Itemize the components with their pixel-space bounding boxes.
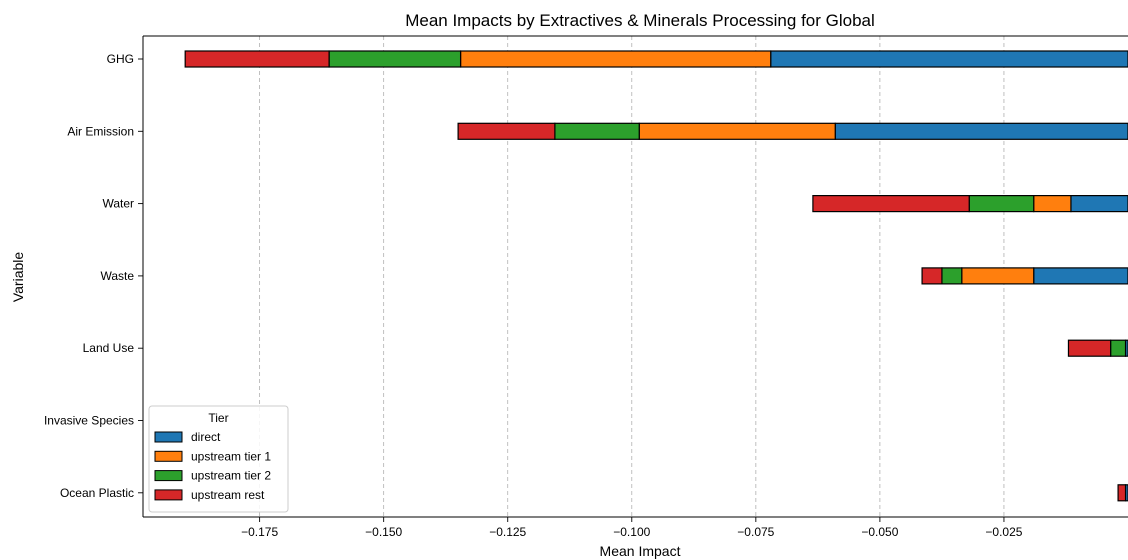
y-axis-label: Variable [10, 252, 26, 303]
bars-layer [184, 50, 1128, 502]
x-axis-label: Mean Impact [600, 543, 681, 559]
legend-label: direct [191, 430, 221, 444]
legend-label: upstream tier 2 [191, 469, 271, 483]
bar-segment [941, 267, 963, 285]
x-tick-label: −0.025 [985, 525, 1022, 539]
legend: Tier direct upstream tier 1 upstream tier 2… [148, 405, 289, 513]
legend-box [148, 405, 289, 513]
legend-swatch [154, 431, 183, 443]
y-tick-label: Water [102, 197, 134, 211]
bar-segment [968, 195, 1035, 213]
y-tick-label: Land Use [83, 341, 135, 355]
legend-swatch [154, 450, 183, 462]
axes-layer: −0.175 −0.150 −0.125 −0.100 −0.075 −0.050 −0.0… [44, 35, 1128, 539]
bar-segment [961, 267, 1035, 285]
bar-segment [459, 50, 772, 68]
bar-segment [328, 50, 462, 68]
x-tick-label: −0.150 [365, 525, 402, 539]
chart-title: Mean Impacts by Extractives & Minerals P… [405, 11, 875, 30]
x-tick-label: −0.125 [489, 525, 526, 539]
bar-segment [834, 122, 1128, 140]
bar-segment [921, 267, 943, 285]
legend-label: upstream tier 1 [191, 449, 271, 463]
legend-label: upstream rest [191, 488, 265, 502]
bar-segment [1070, 195, 1128, 213]
y-tick-label: Waste [100, 269, 134, 283]
grid-layer [259, 36, 1005, 517]
bar-segment [812, 195, 970, 213]
legend-title: Tier [208, 411, 228, 425]
legend-swatch [154, 489, 183, 501]
y-tick-label: GHG [107, 52, 134, 66]
bar-segment [554, 122, 640, 140]
x-tick-label: −0.075 [737, 525, 774, 539]
bar-segment [457, 122, 556, 140]
y-tick-label: Invasive Species [44, 414, 134, 428]
bar-segment [1117, 484, 1127, 502]
bar-segment [184, 50, 330, 68]
y-tick-label: Air Emission [67, 124, 134, 138]
bar-segment [638, 122, 836, 140]
x-tick-label: −0.175 [241, 525, 278, 539]
bar-segment [1067, 339, 1112, 357]
bar-segment [770, 50, 1128, 68]
x-tick-label: −0.100 [613, 525, 650, 539]
bar-segment [1110, 339, 1127, 357]
legend-swatch [154, 470, 183, 482]
bar-segment [1033, 267, 1128, 285]
y-tick-label: Ocean Plastic [60, 486, 134, 500]
x-tick-label: −0.050 [861, 525, 898, 539]
bar-segment [1033, 195, 1072, 213]
